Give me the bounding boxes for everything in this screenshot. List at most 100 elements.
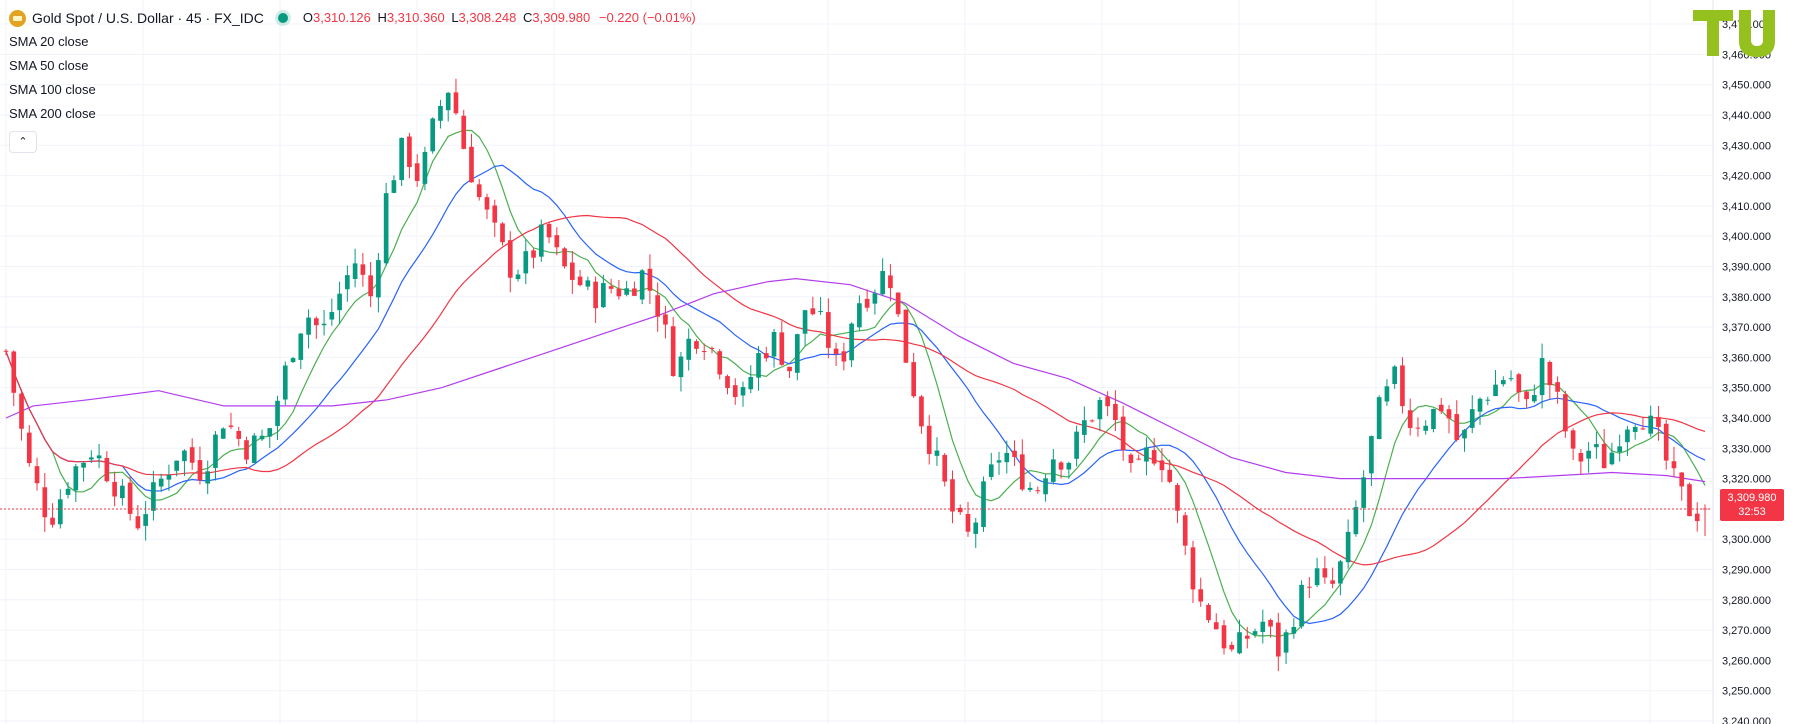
candle bbox=[306, 309, 311, 349]
candle bbox=[880, 258, 885, 296]
candle bbox=[981, 476, 986, 532]
candle bbox=[360, 252, 366, 287]
candle bbox=[1151, 437, 1157, 466]
candle bbox=[1299, 580, 1304, 629]
candle bbox=[430, 117, 436, 154]
change-value: −0.220 (−0.01%) bbox=[598, 10, 696, 25]
candle bbox=[1128, 453, 1134, 473]
candle bbox=[321, 310, 327, 336]
symbol-title[interactable]: Gold Spot / U.S. Dollar · 45 · FX_IDC bbox=[32, 10, 264, 26]
high-value: 3,310.360 bbox=[386, 10, 445, 25]
candle bbox=[1159, 448, 1165, 483]
candle bbox=[624, 280, 629, 297]
candle bbox=[1462, 428, 1467, 452]
candle bbox=[756, 346, 761, 391]
price-axis: 3,240.000 3,250.000 3,260.000 3,270.000 3,28… bbox=[1712, 0, 1771, 724]
candle bbox=[1632, 424, 1638, 440]
candle bbox=[1617, 434, 1622, 462]
candle bbox=[407, 132, 412, 179]
candle bbox=[469, 133, 474, 183]
price-tick-label: 3,270.000 bbox=[1722, 625, 1771, 637]
candle bbox=[663, 305, 668, 339]
candle bbox=[1500, 376, 1506, 387]
candle bbox=[1570, 428, 1576, 461]
candle bbox=[787, 366, 792, 379]
candle bbox=[1252, 628, 1258, 638]
candle bbox=[151, 470, 156, 521]
price-tick-label: 3,280.000 bbox=[1722, 595, 1771, 607]
candle bbox=[73, 463, 79, 503]
candle bbox=[686, 328, 692, 371]
close-label: C bbox=[523, 10, 533, 25]
candle bbox=[484, 193, 490, 220]
candle bbox=[554, 227, 560, 256]
candle bbox=[422, 146, 428, 191]
candle bbox=[593, 276, 598, 323]
candle bbox=[1237, 619, 1242, 655]
indicator-sma200[interactable]: SMA 200 close bbox=[9, 106, 96, 121]
candle bbox=[1244, 626, 1250, 649]
candle bbox=[11, 350, 17, 407]
candle bbox=[608, 278, 614, 294]
candle bbox=[476, 179, 482, 201]
candle bbox=[632, 281, 637, 296]
candle bbox=[228, 412, 234, 430]
candle bbox=[1400, 357, 1405, 414]
candle bbox=[779, 320, 785, 366]
candle bbox=[911, 352, 917, 399]
candle bbox=[794, 333, 800, 381]
candle bbox=[1493, 369, 1498, 397]
candle bbox=[1074, 425, 1079, 467]
candle bbox=[1314, 557, 1320, 588]
candle bbox=[1539, 343, 1545, 409]
indicator-sma20[interactable]: SMA 20 close bbox=[9, 34, 89, 49]
candle bbox=[957, 504, 963, 515]
candle bbox=[515, 269, 521, 282]
candle bbox=[1004, 440, 1010, 474]
candle bbox=[345, 265, 350, 302]
ohlc-readout: O3,310.126 H3,310.360 L3,308.248 C3,309.… bbox=[300, 9, 696, 27]
candle bbox=[849, 322, 854, 368]
candle bbox=[3, 349, 9, 356]
candle bbox=[414, 154, 420, 187]
candle bbox=[523, 239, 529, 285]
candle bbox=[1012, 440, 1017, 466]
candle bbox=[1043, 474, 1048, 502]
market-status-icon bbox=[277, 13, 288, 23]
candle bbox=[1213, 613, 1219, 630]
price-tick-label: 3,250.000 bbox=[1722, 686, 1771, 698]
candle bbox=[585, 276, 591, 291]
candle bbox=[96, 443, 102, 469]
price-tick-label: 3,260.000 bbox=[1722, 655, 1771, 667]
candle bbox=[1175, 482, 1180, 524]
collapse-legend-button[interactable]: ⌃ bbox=[9, 131, 37, 153]
candle bbox=[1640, 417, 1646, 430]
bar-countdown: 32:53 bbox=[1738, 506, 1766, 518]
candle bbox=[1524, 391, 1529, 409]
candle bbox=[1407, 398, 1413, 436]
candle bbox=[1508, 370, 1514, 382]
price-tick-label: 3,360.000 bbox=[1722, 352, 1771, 364]
candle bbox=[1275, 612, 1281, 672]
candle bbox=[1283, 629, 1289, 665]
high-label: H bbox=[377, 10, 387, 25]
candle bbox=[864, 289, 870, 312]
candle bbox=[1019, 439, 1025, 492]
candle bbox=[1058, 461, 1064, 479]
indicator-sma50[interactable]: SMA 50 close bbox=[9, 58, 89, 73]
candle bbox=[818, 296, 823, 315]
candle bbox=[1144, 437, 1149, 476]
indicator-sma100[interactable]: SMA 100 close bbox=[9, 82, 96, 97]
price-tick-label: 3,370.000 bbox=[1722, 322, 1771, 334]
candle bbox=[174, 460, 180, 477]
candle bbox=[1206, 603, 1211, 623]
candle bbox=[1113, 390, 1118, 431]
candle bbox=[220, 427, 226, 440]
sma200-line bbox=[5, 277, 1706, 483]
candle bbox=[50, 503, 55, 528]
candle bbox=[763, 346, 769, 362]
candle bbox=[1392, 365, 1398, 389]
candle bbox=[143, 501, 148, 541]
candle bbox=[701, 343, 707, 361]
